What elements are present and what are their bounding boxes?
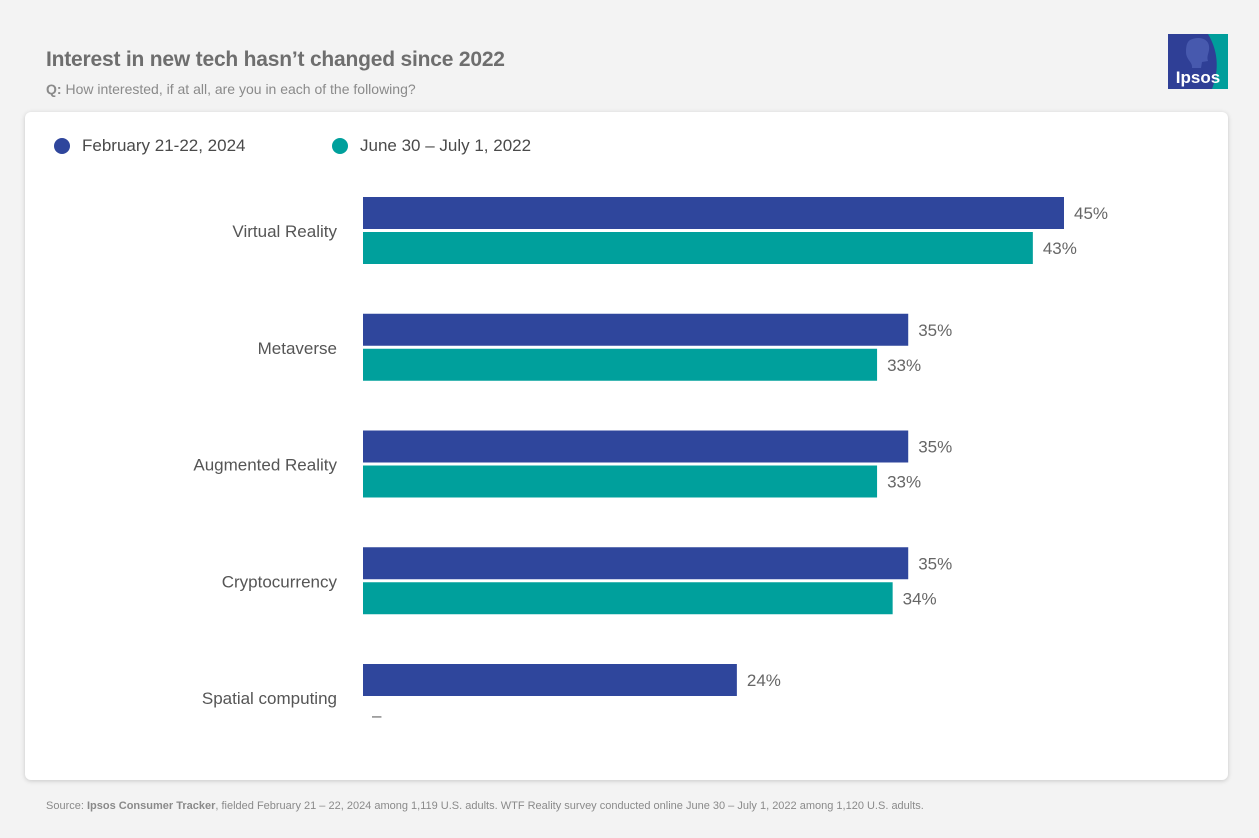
- bar-metaverse-series-0: [363, 313, 909, 346]
- legend-item-2024: February 21-22, 2024: [54, 136, 246, 156]
- data-label-cryptocurrency-series-0: 35%: [918, 554, 952, 573]
- data-label-virtual-reality-series-1: 43%: [1043, 239, 1077, 258]
- category-label-augmented-reality: Augmented Reality: [193, 456, 337, 475]
- question-prefix: Q:: [46, 81, 62, 97]
- bar-metaverse-series-1: [363, 348, 878, 381]
- footer-prefix: Source:: [46, 800, 87, 812]
- question-text: How interested, if at all, are you in ea…: [61, 81, 416, 97]
- data-label-augmented-reality-series-1: 33%: [887, 473, 921, 492]
- legend-dot-2022: [332, 138, 348, 154]
- data-label-virtual-reality-series-0: 45%: [1074, 204, 1108, 223]
- category-label-spatial-computing: Spatial computing: [202, 689, 337, 708]
- page-title: Interest in new tech hasn’t changed sinc…: [46, 48, 505, 71]
- legend-label-2022: June 30 – July 1, 2022: [360, 136, 532, 155]
- bar-augmented-reality-series-0: [363, 430, 909, 463]
- bar-augmented-reality-series-1: [363, 465, 878, 498]
- legend-dot-2024: [54, 138, 70, 154]
- bar-virtual-reality-series-1: [363, 232, 1033, 264]
- footer-rest: , fielded February 21 – 22, 2024 among 1…: [215, 800, 924, 812]
- category-label-virtual-reality: Virtual Reality: [232, 222, 337, 241]
- legend-label-2024: February 21-22, 2024: [82, 136, 246, 155]
- data-label-metaverse-series-0: 35%: [918, 321, 952, 340]
- footer-source-name: Ipsos Consumer Tracker: [86, 800, 216, 812]
- source-footnote: Source: Ipsos Consumer Tracker, fielded …: [46, 800, 924, 812]
- category-label-metaverse: Metaverse: [258, 339, 337, 358]
- data-label-spatial-computing-series-1: –: [372, 706, 382, 725]
- logo-accent: [1208, 34, 1228, 89]
- logo-head-silhouette: [1186, 38, 1210, 68]
- data-label-spatial-computing-series-0: 24%: [747, 671, 781, 690]
- category-label-cryptocurrency: Cryptocurrency: [222, 572, 338, 591]
- data-label-metaverse-series-1: 33%: [887, 356, 921, 375]
- ipsos-logo: Ipsos: [1168, 34, 1228, 89]
- bar-cryptocurrency-series-1: [363, 582, 893, 615]
- bar-spatial-computing-series-0: [363, 664, 737, 696]
- data-label-augmented-reality-series-0: 35%: [918, 438, 952, 457]
- bar-cryptocurrency-series-0: [363, 547, 909, 580]
- page-subtitle: Q: How interested, if at all, are you in…: [46, 81, 416, 97]
- bar-virtual-reality-series-0: [363, 197, 1064, 229]
- legend-item-2022: June 30 – July 1, 2022: [332, 136, 531, 156]
- logo-text: Ipsos: [1176, 68, 1220, 87]
- data-label-cryptocurrency-series-1: 34%: [903, 589, 937, 608]
